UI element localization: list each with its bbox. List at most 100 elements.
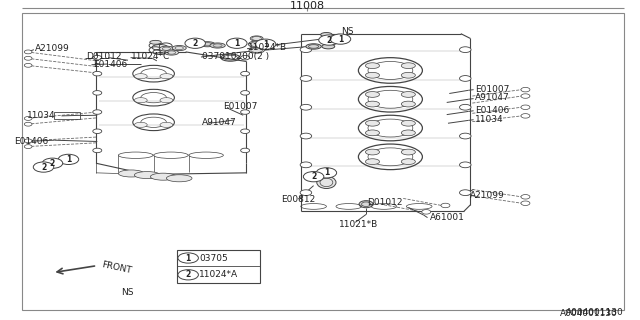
Circle shape (303, 172, 324, 182)
Ellipse shape (401, 72, 415, 78)
Text: E01007: E01007 (475, 84, 509, 93)
Ellipse shape (248, 41, 265, 47)
Circle shape (159, 47, 172, 53)
Ellipse shape (401, 120, 415, 126)
Ellipse shape (134, 122, 147, 127)
Bar (54, 112, 80, 119)
Circle shape (300, 104, 312, 110)
Text: NS: NS (122, 288, 134, 297)
Text: 2: 2 (41, 163, 46, 172)
Circle shape (24, 145, 32, 148)
Circle shape (521, 87, 530, 92)
Ellipse shape (365, 101, 380, 107)
Ellipse shape (134, 172, 160, 179)
Text: NS: NS (341, 27, 354, 36)
Text: 2: 2 (193, 39, 198, 48)
Circle shape (241, 91, 250, 95)
Text: E01406: E01406 (14, 137, 49, 146)
Text: 11034: 11034 (27, 111, 56, 120)
Circle shape (300, 47, 312, 52)
Circle shape (58, 154, 79, 164)
Circle shape (422, 210, 431, 214)
Ellipse shape (365, 159, 380, 164)
Text: A21099: A21099 (470, 191, 505, 200)
Circle shape (460, 133, 471, 139)
Circle shape (24, 116, 32, 120)
Circle shape (241, 55, 250, 60)
Text: 1: 1 (234, 39, 239, 48)
Circle shape (93, 129, 102, 133)
Text: E01406: E01406 (93, 60, 127, 68)
Ellipse shape (172, 45, 186, 51)
Circle shape (300, 76, 312, 81)
Ellipse shape (401, 130, 415, 136)
Circle shape (441, 203, 450, 208)
Circle shape (93, 110, 102, 114)
Circle shape (24, 122, 32, 126)
Text: 11021*B: 11021*B (339, 220, 378, 229)
Text: A91047: A91047 (475, 93, 509, 102)
Circle shape (24, 56, 32, 60)
Text: 037010200(2 ): 037010200(2 ) (202, 52, 269, 60)
Circle shape (460, 104, 471, 110)
Circle shape (241, 148, 250, 153)
Ellipse shape (200, 42, 215, 47)
Ellipse shape (335, 34, 344, 37)
Text: 1: 1 (66, 155, 71, 164)
Text: 11034: 11034 (475, 115, 504, 124)
Circle shape (460, 47, 471, 52)
Text: 1: 1 (263, 40, 268, 49)
Ellipse shape (160, 122, 173, 127)
Circle shape (24, 50, 32, 54)
Ellipse shape (401, 149, 415, 155)
Ellipse shape (401, 159, 415, 164)
Ellipse shape (164, 50, 179, 55)
Circle shape (185, 38, 205, 48)
Text: 11008: 11008 (290, 2, 324, 12)
Circle shape (460, 76, 471, 81)
Circle shape (24, 139, 32, 143)
Ellipse shape (166, 175, 192, 182)
Circle shape (241, 71, 250, 76)
Ellipse shape (160, 98, 173, 103)
Circle shape (149, 42, 162, 49)
Circle shape (460, 190, 471, 196)
Text: E00812: E00812 (282, 195, 316, 204)
Ellipse shape (321, 33, 332, 37)
Ellipse shape (365, 72, 380, 78)
Ellipse shape (317, 176, 336, 188)
Circle shape (93, 91, 102, 95)
Text: E01406: E01406 (475, 106, 509, 115)
Ellipse shape (306, 44, 321, 49)
Circle shape (521, 94, 530, 98)
Circle shape (178, 253, 198, 263)
Ellipse shape (134, 98, 147, 103)
Circle shape (521, 201, 530, 205)
Ellipse shape (365, 130, 380, 136)
Circle shape (93, 71, 102, 76)
Text: A004001130: A004001130 (566, 308, 624, 317)
Text: 2: 2 (326, 36, 332, 44)
Circle shape (241, 110, 250, 114)
Ellipse shape (401, 101, 415, 107)
Text: 03705: 03705 (199, 253, 228, 262)
Text: A21099: A21099 (35, 44, 70, 53)
Circle shape (227, 38, 247, 48)
Text: 11024*B: 11024*B (248, 43, 287, 52)
Ellipse shape (249, 47, 264, 53)
Text: A61001: A61001 (430, 213, 465, 222)
Text: A004001130: A004001130 (560, 309, 618, 318)
Circle shape (159, 43, 172, 49)
Ellipse shape (150, 173, 176, 180)
Text: FRONT: FRONT (101, 260, 133, 276)
Circle shape (93, 148, 102, 153)
Ellipse shape (322, 44, 335, 49)
Text: D01012: D01012 (86, 52, 122, 61)
Ellipse shape (365, 149, 380, 155)
Ellipse shape (210, 43, 225, 48)
Text: E01007: E01007 (223, 102, 257, 111)
Text: 1: 1 (324, 168, 329, 177)
Circle shape (330, 34, 351, 44)
Circle shape (521, 114, 530, 118)
Circle shape (300, 133, 312, 139)
